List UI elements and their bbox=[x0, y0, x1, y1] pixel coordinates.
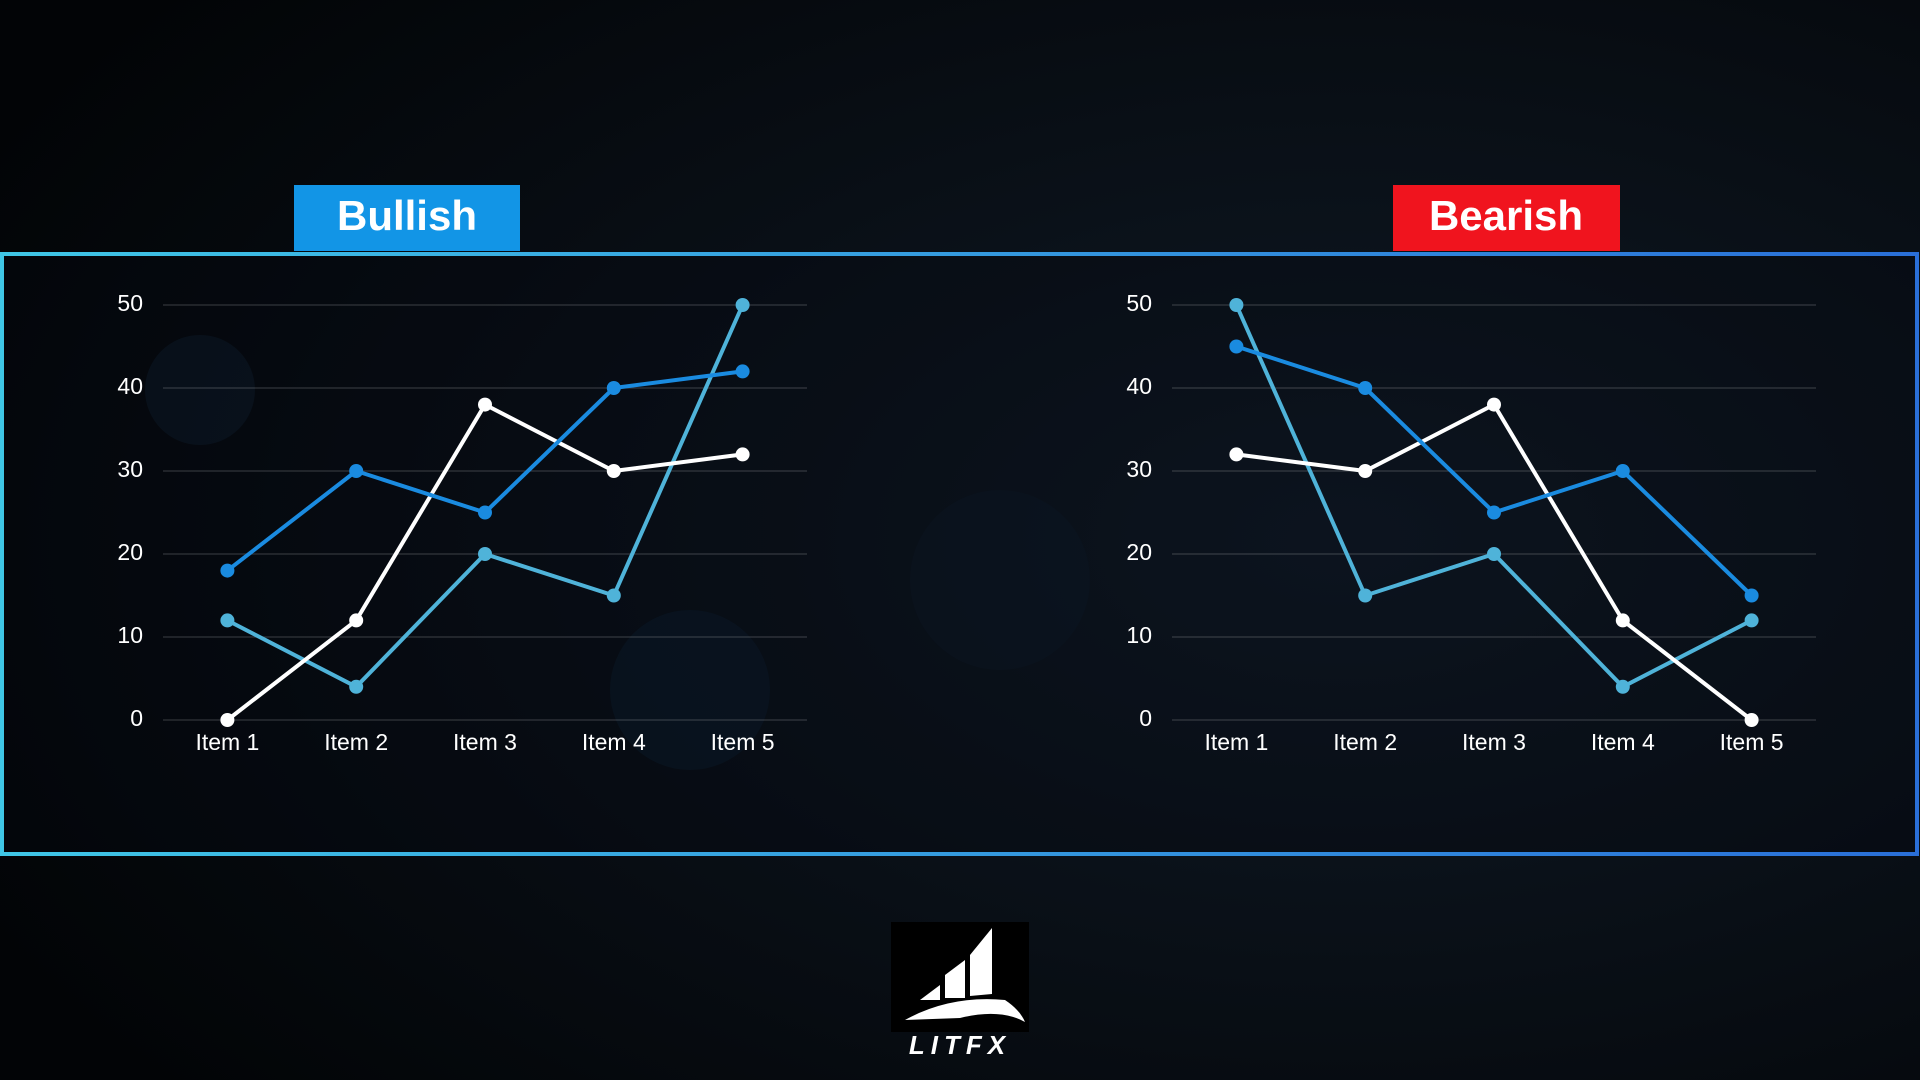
y-tick-label: 30 bbox=[1126, 456, 1152, 482]
y-tick-label: 0 bbox=[1139, 705, 1152, 731]
data-point bbox=[349, 613, 364, 628]
data-point bbox=[478, 505, 492, 520]
data-point bbox=[1615, 679, 1630, 694]
x-tick-label: Item 2 bbox=[1333, 729, 1397, 755]
data-point bbox=[1615, 464, 1630, 478]
data-point bbox=[1744, 588, 1759, 603]
data-point bbox=[349, 679, 364, 694]
data-point bbox=[1615, 613, 1630, 628]
data-point bbox=[478, 397, 492, 412]
y-tick-label: 40 bbox=[1126, 373, 1152, 399]
x-tick-label: Item 3 bbox=[453, 729, 517, 755]
data-point bbox=[735, 298, 750, 312]
chart-title: Bearish bbox=[1429, 192, 1583, 239]
y-tick-label: 50 bbox=[117, 290, 143, 316]
y-tick-label: 10 bbox=[117, 622, 143, 648]
x-tick-label: Item 5 bbox=[711, 729, 775, 755]
x-tick-label: Item 1 bbox=[195, 729, 259, 755]
data-point bbox=[606, 464, 621, 478]
data-point bbox=[1487, 547, 1501, 561]
bokeh bbox=[610, 610, 770, 770]
data-point bbox=[220, 613, 235, 628]
data-point bbox=[220, 563, 235, 578]
bokeh bbox=[910, 490, 1090, 670]
y-tick-label: 0 bbox=[130, 705, 143, 731]
y-tick-label: 20 bbox=[117, 539, 143, 565]
data-point bbox=[1487, 397, 1501, 412]
x-tick-label: Item 4 bbox=[1591, 729, 1655, 755]
y-tick-label: 40 bbox=[117, 373, 143, 399]
logo-bar bbox=[920, 985, 940, 1000]
y-tick-label: 50 bbox=[1126, 290, 1152, 316]
title-badge bbox=[294, 185, 520, 251]
logo-text: LITFX bbox=[909, 1030, 1011, 1060]
data-point bbox=[606, 588, 621, 603]
logo-wing bbox=[905, 999, 1025, 1022]
chart-frame bbox=[0, 252, 1919, 856]
x-tick-label: Item 5 bbox=[1720, 729, 1784, 755]
x-tick-label: Item 2 bbox=[324, 729, 388, 755]
x-tick-label: Item 1 bbox=[1204, 729, 1268, 755]
data-point bbox=[735, 364, 750, 379]
data-point bbox=[1229, 298, 1244, 312]
chart-title: Bullish bbox=[337, 192, 477, 239]
data-point bbox=[1744, 713, 1759, 727]
data-point bbox=[606, 381, 621, 395]
y-tick-label: 10 bbox=[1126, 622, 1152, 648]
data-point bbox=[1358, 381, 1373, 395]
x-tick-label: Item 4 bbox=[582, 729, 646, 755]
data-point bbox=[478, 547, 492, 561]
logo: LITFX bbox=[891, 922, 1029, 1060]
data-point bbox=[1744, 613, 1759, 628]
bokeh bbox=[145, 335, 255, 445]
data-point bbox=[1358, 464, 1373, 478]
data-point bbox=[735, 447, 750, 462]
data-point bbox=[220, 713, 235, 727]
y-tick-label: 20 bbox=[1126, 539, 1152, 565]
data-point bbox=[349, 464, 364, 478]
title-badge bbox=[1393, 185, 1620, 251]
logo-bar bbox=[945, 960, 965, 998]
data-point bbox=[1487, 505, 1501, 520]
x-tick-label: Item 3 bbox=[1462, 729, 1526, 755]
data-point bbox=[1229, 447, 1244, 462]
data-point bbox=[1229, 339, 1244, 354]
y-tick-label: 30 bbox=[117, 456, 143, 482]
logo-bar bbox=[970, 928, 992, 996]
data-point bbox=[1358, 588, 1373, 603]
